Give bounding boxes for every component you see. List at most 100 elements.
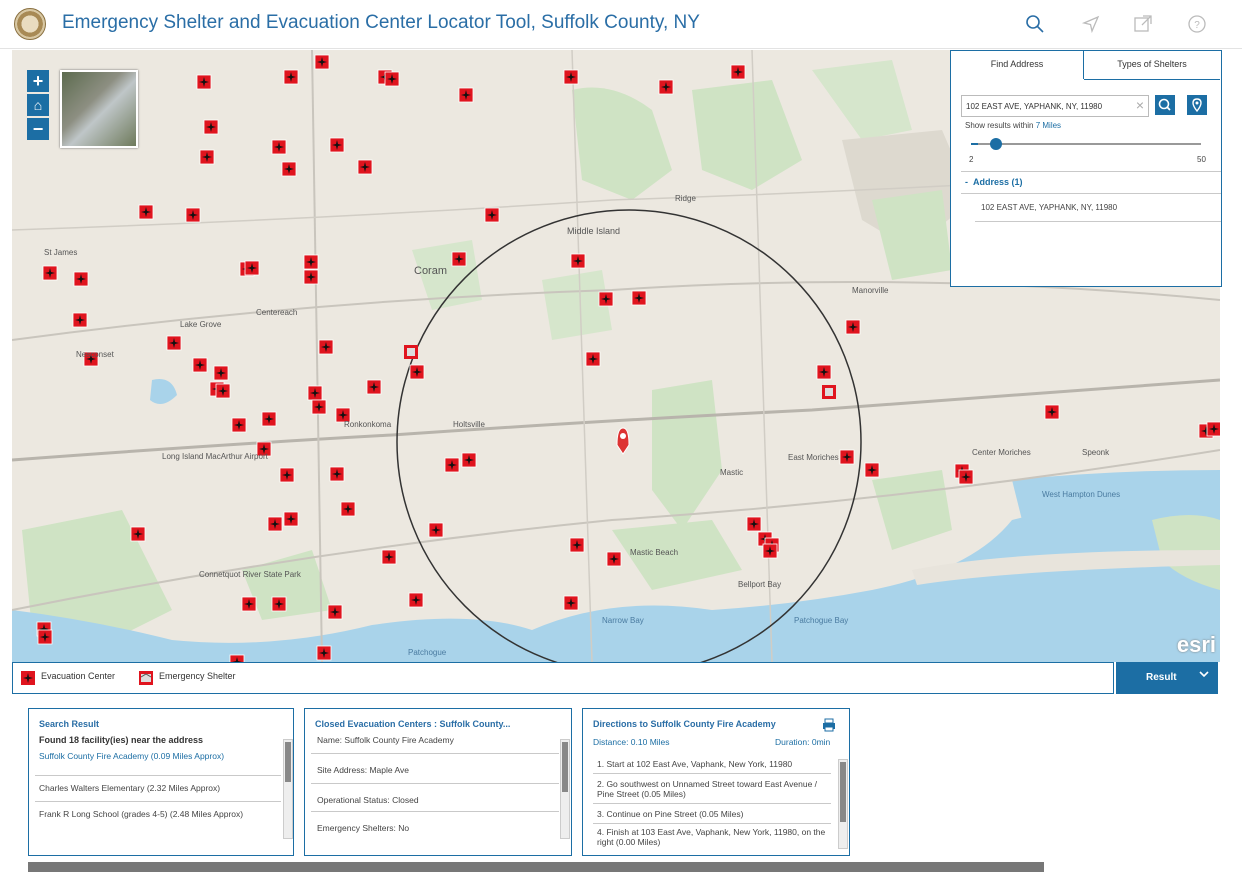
evacuation-center-marker[interactable] <box>816 364 832 380</box>
evacuation-center-marker[interactable] <box>279 467 295 483</box>
evacuation-center-marker[interactable] <box>73 271 89 287</box>
evacuation-center-marker[interactable] <box>444 457 460 473</box>
horizontal-scrollbar[interactable] <box>28 862 1044 872</box>
evacuation-center-marker[interactable] <box>244 260 260 276</box>
evacuation-center-marker[interactable] <box>461 452 477 468</box>
evacuation-center-marker[interactable] <box>384 71 400 87</box>
evacuation-center-marker[interactable] <box>458 87 474 103</box>
locate-me-button[interactable] <box>1187 95 1207 115</box>
evacuation-center-marker[interactable] <box>199 149 215 165</box>
evacuation-center-marker[interactable] <box>845 319 861 335</box>
evacuation-center-marker[interactable] <box>357 159 373 175</box>
zoom-in-button[interactable]: + <box>27 70 49 92</box>
evacuation-center-marker[interactable] <box>42 265 58 281</box>
evacuation-center-marker[interactable] <box>958 469 974 485</box>
evacuation-center-marker[interactable] <box>864 462 880 478</box>
evacuation-center-marker[interactable] <box>192 357 208 373</box>
search-result-scrollbar[interactable] <box>283 739 293 839</box>
closed-centers-scrollbar[interactable] <box>560 739 570 839</box>
evacuation-center-marker[interactable] <box>408 592 424 608</box>
evacuation-center-marker[interactable] <box>1206 421 1220 437</box>
emergency-shelter-marker[interactable] <box>404 345 418 359</box>
evacuation-center-marker[interactable] <box>381 549 397 565</box>
evacuation-center-marker[interactable] <box>138 204 154 220</box>
evacuation-center-marker[interactable] <box>658 79 674 95</box>
search-result-item[interactable]: Frank R Long School (grades 4-5) (2.48 M… <box>39 809 244 819</box>
evacuation-center-marker[interactable] <box>451 251 467 267</box>
evacuation-center-marker[interactable] <box>281 161 297 177</box>
evacuation-center-marker[interactable] <box>314 54 330 70</box>
evacuation-center-marker[interactable] <box>72 312 88 328</box>
emergency-shelter-marker[interactable] <box>822 385 836 399</box>
evacuation-center-marker[interactable] <box>229 654 245 662</box>
evacuation-center-marker[interactable] <box>839 449 855 465</box>
evacuation-center-marker[interactable] <box>569 537 585 553</box>
clear-icon[interactable]: × <box>1135 97 1144 113</box>
evacuation-center-marker[interactable] <box>730 64 746 80</box>
locate-icon[interactable] <box>1080 14 1102 36</box>
evacuation-center-marker[interactable] <box>241 596 257 612</box>
address-result-item[interactable]: 102 EAST AVE, YAPHANK, NY, 11980 <box>981 203 1118 212</box>
evacuation-center-marker[interactable] <box>215 383 231 399</box>
evacuation-center-marker[interactable] <box>1044 404 1060 420</box>
evacuation-center-marker[interactable] <box>307 385 323 401</box>
directions-scrollbar[interactable] <box>838 759 848 849</box>
evacuation-center-marker[interactable] <box>316 645 332 661</box>
evacuation-center-marker[interactable] <box>340 501 356 517</box>
evacuation-center-marker[interactable] <box>271 139 287 155</box>
radius-value[interactable]: 7 Miles <box>1035 121 1062 130</box>
evacuation-center-marker[interactable] <box>563 595 579 611</box>
evacuation-center-marker[interactable] <box>746 516 762 532</box>
evacuation-center-marker[interactable] <box>303 269 319 285</box>
evacuation-center-marker[interactable] <box>196 74 212 90</box>
evacuation-center-marker[interactable] <box>484 207 500 223</box>
evacuation-center-marker[interactable] <box>311 399 327 415</box>
address-input[interactable] <box>964 98 1126 114</box>
home-button[interactable]: ⌂ <box>27 94 49 116</box>
evacuation-center-marker[interactable] <box>283 69 299 85</box>
evacuation-center-marker[interactable] <box>606 551 622 567</box>
evacuation-center-marker[interactable] <box>428 522 444 538</box>
zoom-out-button[interactable]: − <box>27 118 49 140</box>
evacuation-center-marker[interactable] <box>762 543 778 559</box>
radius-slider[interactable] <box>971 138 1201 150</box>
evacuation-center-marker[interactable] <box>366 379 382 395</box>
print-icon[interactable] <box>821 717 837 738</box>
evacuation-center-marker[interactable] <box>598 291 614 307</box>
basemap-thumbnail[interactable] <box>60 70 138 148</box>
evacuation-center-marker[interactable] <box>570 253 586 269</box>
tab-types-of-shelters[interactable]: Types of Shelters <box>1084 51 1220 80</box>
evacuation-center-marker[interactable] <box>213 365 229 381</box>
search-icon[interactable] <box>1024 14 1046 36</box>
address-group-header[interactable]: - Address (1) <box>965 177 1023 187</box>
evacuation-center-marker[interactable] <box>327 604 343 620</box>
evacuation-center-marker[interactable] <box>130 526 146 542</box>
evacuation-center-marker[interactable] <box>303 254 319 270</box>
evacuation-center-marker[interactable] <box>261 411 277 427</box>
evacuation-center-marker[interactable] <box>563 69 579 85</box>
search-result-item[interactable]: Charles Walters Elementary (2.32 Miles A… <box>39 783 221 793</box>
slider-knob[interactable] <box>989 138 1002 150</box>
evacuation-center-marker[interactable] <box>203 119 219 135</box>
evacuation-center-marker[interactable] <box>409 364 425 380</box>
result-button[interactable]: Result <box>1116 662 1218 694</box>
evacuation-center-marker[interactable] <box>267 516 283 532</box>
evacuation-center-marker[interactable] <box>256 441 272 457</box>
share-icon[interactable] <box>1132 14 1154 36</box>
help-icon[interactable]: ? <box>1186 14 1208 36</box>
evacuation-center-marker[interactable] <box>585 351 601 367</box>
evacuation-center-marker[interactable] <box>329 466 345 482</box>
evacuation-center-marker[interactable] <box>329 137 345 153</box>
map-view[interactable]: Coram Middle Island St James Lake Grove … <box>12 50 1220 662</box>
evacuation-center-marker[interactable] <box>283 511 299 527</box>
evacuation-center-marker[interactable] <box>271 596 287 612</box>
evacuation-center-marker[interactable] <box>83 351 99 367</box>
evacuation-center-marker[interactable] <box>185 207 201 223</box>
tab-find-address[interactable]: Find Address <box>951 51 1084 79</box>
search-address-button[interactable] <box>1155 95 1175 115</box>
evacuation-center-marker[interactable] <box>231 417 247 433</box>
search-result-item[interactable]: Suffolk County Fire Academy (0.09 Miles … <box>39 751 225 761</box>
evacuation-center-marker[interactable] <box>631 290 647 306</box>
evacuation-center-marker[interactable] <box>335 407 351 423</box>
evacuation-center-marker[interactable] <box>318 339 334 355</box>
